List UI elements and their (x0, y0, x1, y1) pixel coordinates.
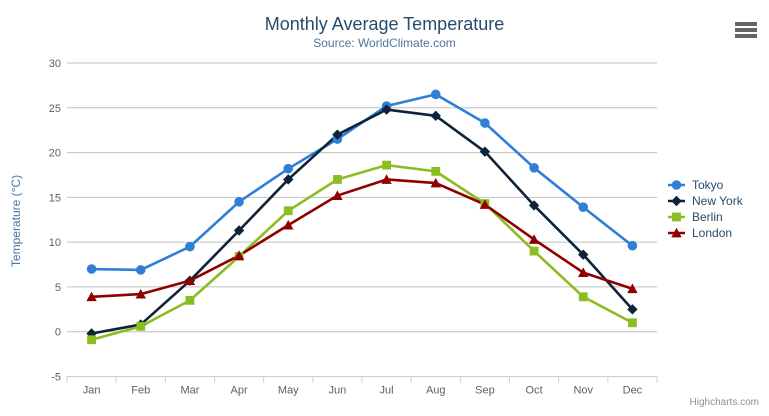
data-point-london[interactable] (381, 174, 392, 184)
x-axis-label: Jul (380, 385, 394, 397)
x-axis-label: Mar (180, 385, 199, 397)
data-point-london[interactable] (184, 275, 196, 286)
hamburger-icon (735, 22, 757, 38)
series-line-berlin (90, 163, 634, 342)
x-axis-label: Aug (426, 385, 446, 397)
data-point-berlin[interactable] (185, 295, 195, 305)
x-axis-label: Nov (573, 385, 593, 397)
x-axis-label: May (278, 385, 299, 397)
data-point-tokyo[interactable] (578, 202, 589, 213)
data-point-berlin[interactable] (136, 321, 146, 331)
data-point-berlin[interactable] (578, 292, 588, 302)
legend: Tokyo New York Berlin London (668, 177, 743, 241)
data-point-new-york[interactable] (332, 129, 343, 140)
square-marker-icon (668, 212, 685, 222)
data-point-tokyo[interactable] (135, 265, 146, 275)
data-point-london[interactable] (233, 250, 245, 260)
x-axis-label: Jan (83, 385, 101, 397)
data-point-new-york[interactable] (233, 225, 245, 236)
data-point-london[interactable] (332, 190, 343, 200)
data-point-berlin[interactable] (382, 160, 391, 170)
x-axis-label: Apr (231, 385, 248, 397)
y-axis-label: 0 (55, 327, 61, 339)
y-axis-label: 20 (49, 148, 61, 160)
legend-item-london[interactable]: London (668, 225, 743, 241)
chart-title: Monthly Average Temperature (264, 14, 505, 34)
legend-symbol (671, 227, 682, 238)
legend-label: New York (692, 194, 743, 208)
export-menu-button[interactable] (735, 22, 757, 38)
legend-label: Tokyo (692, 178, 724, 192)
legend-symbol (671, 180, 682, 190)
data-point-london[interactable] (479, 199, 491, 209)
y-axis-label: 25 (49, 103, 61, 115)
data-point-london[interactable] (135, 288, 146, 299)
data-point-tokyo[interactable] (529, 162, 539, 173)
y-axis-label: -5 (51, 372, 61, 384)
legend-item-new-york[interactable]: New York (668, 193, 743, 209)
series-line-new-york (90, 108, 634, 335)
data-point-berlin[interactable] (431, 166, 441, 176)
y-axis-label: 30 (49, 58, 61, 70)
data-point-tokyo[interactable] (86, 264, 97, 274)
data-point-london[interactable] (283, 219, 294, 230)
circle-marker-icon (668, 180, 685, 190)
legend-item-tokyo[interactable]: Tokyo (668, 177, 743, 193)
data-point-tokyo[interactable] (430, 89, 441, 100)
data-point-berlin[interactable] (628, 318, 637, 328)
y-axis-label: 5 (55, 282, 61, 294)
data-point-berlin[interactable] (87, 335, 96, 345)
data-point-new-york[interactable] (381, 104, 392, 115)
data-point-london[interactable] (528, 234, 540, 244)
data-point-new-york[interactable] (283, 174, 294, 185)
x-axis-label: Oct (526, 385, 543, 397)
x-axis-label: Sep (475, 385, 495, 397)
triangle-marker-icon (668, 227, 685, 238)
data-point-new-york[interactable] (528, 200, 540, 211)
data-point-new-york[interactable] (430, 110, 441, 122)
x-axis-label: Dec (623, 385, 643, 397)
legend-label: London (692, 226, 733, 240)
data-point-tokyo[interactable] (234, 197, 244, 207)
data-point-tokyo[interactable] (627, 240, 638, 251)
series-line-london (90, 178, 634, 299)
credits-link[interactable]: Highcharts.com (689, 397, 759, 408)
x-axis-label: Jun (329, 385, 347, 397)
y-axis-label: 15 (49, 192, 61, 204)
data-point-berlin[interactable] (333, 175, 342, 184)
data-point-london[interactable] (627, 283, 638, 294)
data-point-berlin[interactable] (283, 206, 293, 216)
data-point-tokyo[interactable] (283, 163, 294, 174)
chart-subtitle: Source: WorldClimate.com (313, 36, 456, 50)
data-point-london[interactable] (578, 267, 589, 277)
y-axis-label: 10 (49, 237, 61, 249)
data-point-london[interactable] (430, 177, 441, 188)
data-point-new-york[interactable] (578, 249, 589, 260)
data-point-tokyo[interactable] (480, 118, 490, 128)
data-point-new-york[interactable] (479, 146, 491, 157)
data-point-berlin[interactable] (529, 246, 539, 256)
legend-label: Berlin (692, 210, 723, 224)
legend-symbol (672, 212, 681, 222)
legend-item-berlin[interactable]: Berlin (668, 209, 743, 225)
data-point-new-york[interactable] (627, 304, 638, 315)
legend-symbol (671, 195, 682, 207)
x-axis-label: Feb (131, 385, 150, 397)
data-point-tokyo[interactable] (185, 241, 195, 252)
diamond-marker-icon (668, 195, 685, 207)
data-point-london[interactable] (86, 291, 97, 302)
